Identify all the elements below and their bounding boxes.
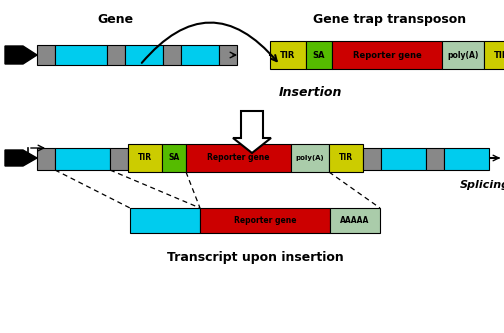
Text: Reporter gene: Reporter gene xyxy=(353,51,421,60)
Text: AAAAA: AAAAA xyxy=(340,216,370,225)
Bar xyxy=(107,45,125,65)
Text: Splicing: Splicing xyxy=(460,180,504,190)
Bar xyxy=(125,45,163,65)
Bar xyxy=(291,144,329,172)
Bar xyxy=(128,144,162,172)
Text: Transcript upon insertion: Transcript upon insertion xyxy=(167,251,343,264)
Text: poly(A): poly(A) xyxy=(296,155,324,161)
Bar xyxy=(130,208,200,233)
Text: Gene: Gene xyxy=(97,13,133,26)
Bar xyxy=(219,45,237,65)
FancyArrow shape xyxy=(5,46,37,64)
Bar xyxy=(426,148,444,170)
Bar xyxy=(330,208,380,233)
Bar xyxy=(200,208,330,233)
Text: Reporter gene: Reporter gene xyxy=(207,154,270,163)
FancyArrow shape xyxy=(5,150,37,166)
Bar xyxy=(55,148,110,170)
Text: poly(A): poly(A) xyxy=(448,51,479,60)
Bar xyxy=(186,144,291,172)
Bar xyxy=(442,41,484,69)
Bar xyxy=(306,41,332,69)
Bar xyxy=(162,144,186,172)
Bar xyxy=(332,41,442,69)
Bar xyxy=(381,148,426,170)
Bar xyxy=(181,45,219,65)
Bar xyxy=(444,148,489,170)
Text: SA: SA xyxy=(313,51,325,60)
Text: Reporter gene: Reporter gene xyxy=(234,216,296,225)
Text: TIR: TIR xyxy=(280,51,296,60)
Text: TIR: TIR xyxy=(339,154,353,163)
Bar xyxy=(163,45,181,65)
Polygon shape xyxy=(233,111,271,153)
Bar xyxy=(363,148,381,170)
Bar xyxy=(110,148,128,170)
Bar xyxy=(270,41,306,69)
Bar xyxy=(37,45,55,65)
Text: TIR: TIR xyxy=(138,154,152,163)
Bar xyxy=(55,45,107,65)
Bar xyxy=(329,144,363,172)
Text: SA: SA xyxy=(168,154,179,163)
Text: TIR: TIR xyxy=(494,51,504,60)
Bar xyxy=(484,41,504,69)
Text: Gene trap transposon: Gene trap transposon xyxy=(313,13,467,26)
Text: Insertion: Insertion xyxy=(278,87,342,100)
Bar xyxy=(37,148,55,170)
